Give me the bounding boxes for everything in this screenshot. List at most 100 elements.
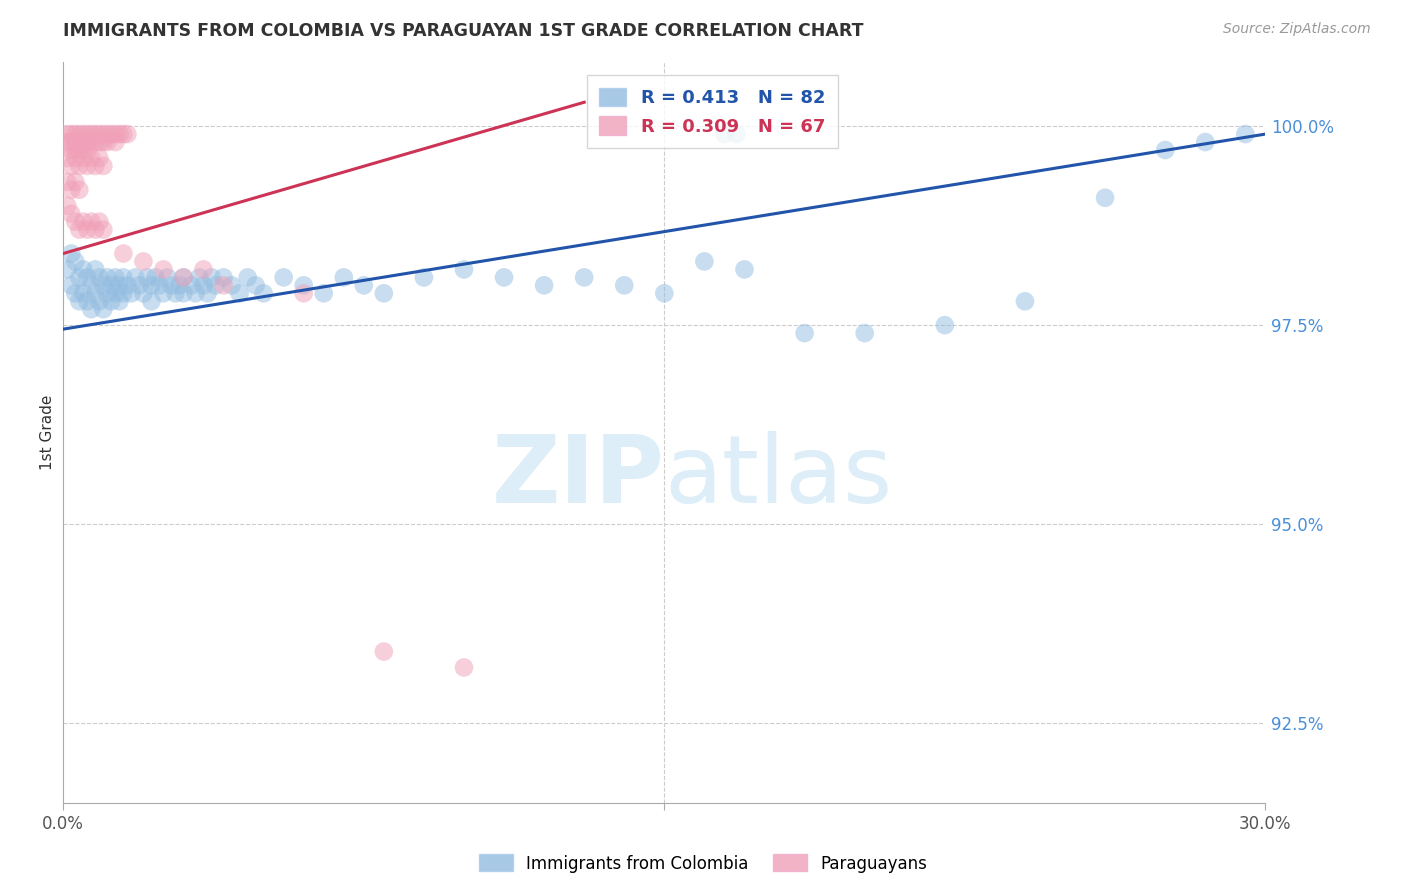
Point — [212, 270, 235, 285]
Point — [353, 278, 375, 293]
Point — [93, 222, 115, 236]
Point — [65, 286, 87, 301]
Point — [212, 278, 235, 293]
Point — [60, 143, 83, 157]
Point — [793, 326, 815, 340]
Point — [72, 214, 94, 228]
Point — [132, 286, 155, 301]
Point — [80, 278, 103, 293]
Point — [853, 326, 876, 340]
Point — [65, 151, 87, 165]
Point — [245, 278, 267, 293]
Point — [172, 270, 194, 285]
Point — [84, 262, 107, 277]
Point — [76, 270, 98, 285]
Point — [1154, 143, 1177, 157]
Text: ZIP: ZIP — [492, 431, 665, 523]
Point — [93, 278, 115, 293]
Point — [193, 262, 215, 277]
Point — [652, 286, 676, 301]
Point — [67, 135, 90, 149]
Point — [76, 127, 98, 141]
Point — [72, 286, 94, 301]
Point — [148, 278, 170, 293]
Point — [76, 159, 98, 173]
Point — [72, 127, 94, 141]
Point — [373, 286, 395, 301]
Point — [693, 254, 716, 268]
Text: Source: ZipAtlas.com: Source: ZipAtlas.com — [1223, 22, 1371, 37]
Point — [65, 135, 87, 149]
Point — [60, 183, 83, 197]
Point — [60, 207, 83, 221]
Point — [734, 262, 756, 277]
Point — [172, 270, 194, 285]
Point — [1194, 135, 1216, 149]
Point — [76, 294, 98, 309]
Point — [292, 286, 315, 301]
Point — [453, 660, 475, 674]
Point — [200, 270, 222, 285]
Point — [84, 135, 107, 149]
Point — [72, 143, 94, 157]
Point — [60, 246, 83, 260]
Point — [72, 262, 94, 277]
Point — [93, 302, 115, 317]
Point — [84, 222, 107, 236]
Point — [112, 127, 135, 141]
Point — [60, 278, 83, 293]
Point — [169, 278, 191, 293]
Point — [152, 286, 174, 301]
Point — [156, 270, 179, 285]
Text: atlas: atlas — [665, 431, 893, 523]
Point — [725, 127, 748, 141]
Point — [273, 270, 295, 285]
Point — [84, 159, 107, 173]
Point — [76, 143, 98, 157]
Point — [67, 222, 90, 236]
Y-axis label: 1st Grade: 1st Grade — [39, 395, 55, 470]
Point — [128, 278, 150, 293]
Point — [152, 262, 174, 277]
Point — [184, 286, 207, 301]
Text: IMMIGRANTS FROM COLOMBIA VS PARAGUAYAN 1ST GRADE CORRELATION CHART: IMMIGRANTS FROM COLOMBIA VS PARAGUAYAN 1… — [63, 22, 863, 40]
Point — [100, 127, 122, 141]
Point — [136, 270, 159, 285]
Point — [180, 278, 202, 293]
Point — [112, 246, 135, 260]
Point — [934, 318, 956, 333]
Point — [292, 278, 315, 293]
Point — [80, 151, 103, 165]
Point — [613, 278, 636, 293]
Point — [413, 270, 436, 285]
Point — [80, 135, 103, 149]
Point — [124, 270, 146, 285]
Point — [132, 254, 155, 268]
Point — [67, 294, 90, 309]
Point — [253, 286, 276, 301]
Point — [141, 294, 163, 309]
Point — [65, 254, 87, 268]
Point — [96, 135, 118, 149]
Point — [160, 278, 183, 293]
Point — [112, 286, 135, 301]
Point — [56, 199, 79, 213]
Point — [65, 214, 87, 228]
Point — [112, 270, 135, 285]
Point — [56, 262, 79, 277]
Point — [228, 286, 250, 301]
Point — [67, 143, 90, 157]
Point — [89, 135, 111, 149]
Point — [80, 127, 103, 141]
Point — [172, 286, 194, 301]
Point — [84, 127, 107, 141]
Point — [89, 270, 111, 285]
Point — [1094, 191, 1116, 205]
Point — [104, 127, 127, 141]
Point — [100, 278, 122, 293]
Point — [72, 151, 94, 165]
Point — [104, 135, 127, 149]
Point — [117, 127, 139, 141]
Point — [89, 151, 111, 165]
Point — [89, 214, 111, 228]
